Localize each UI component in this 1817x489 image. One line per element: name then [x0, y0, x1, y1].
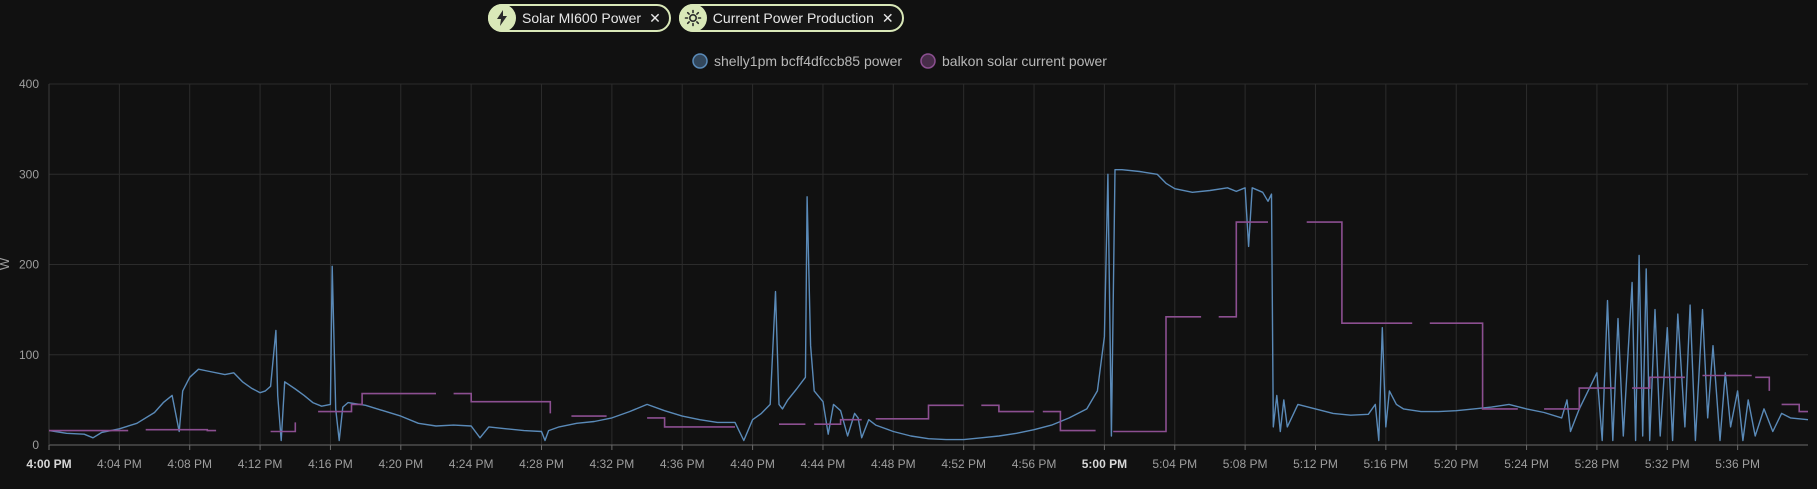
series-segment-balkon-solar — [1632, 376, 1685, 389]
series-segment-balkon-solar — [145, 428, 217, 432]
x-tick-label: 5:16 PM — [1363, 457, 1408, 471]
series-segment-balkon-solar — [647, 417, 735, 428]
series-line-shelly1pm — [48, 169, 1809, 442]
x-tick-label: 4:44 PM — [801, 457, 846, 471]
x-tick-label: 5:00 PM — [1082, 457, 1127, 471]
legend-swatch[interactable] — [920, 53, 936, 69]
x-tick-label: 4:36 PM — [660, 457, 705, 471]
x-tick-label: 4:52 PM — [941, 457, 986, 471]
y-axis-label: W — [0, 257, 12, 270]
x-tick-label: 4:00 PM — [26, 457, 71, 471]
filter-chip-label: Current Power Production — [712, 10, 874, 26]
series-segment-balkon-solar — [875, 404, 964, 420]
series-segment-balkon-solar — [270, 422, 297, 433]
x-tick-label: 5:08 PM — [1223, 457, 1268, 471]
x-tick-label: 4:40 PM — [730, 457, 775, 471]
entity-filter-bar: Solar MI600 Power ✕ Current Power Produc… — [488, 4, 904, 32]
filter-chip-label: Solar MI600 Power — [522, 10, 642, 26]
x-tick-label: 4:04 PM — [97, 457, 142, 471]
series-segment-balkon-solar — [814, 418, 862, 425]
filter-chip-current-power-production[interactable]: Current Power Production ✕ — [678, 4, 904, 32]
series-segment-balkon-solar — [1042, 410, 1096, 432]
filter-chip-solar-mi600[interactable]: Solar MI600 Power ✕ — [488, 4, 671, 32]
y-tick-label: 300 — [19, 167, 39, 181]
series-segment-balkon-solar — [1113, 316, 1202, 433]
x-tick-label: 4:48 PM — [871, 457, 916, 471]
y-tick-label: 0 — [32, 438, 39, 452]
sun-icon — [678, 4, 707, 32]
close-icon[interactable]: ✕ — [881, 9, 894, 26]
y-tick-label: 400 — [19, 77, 39, 91]
series-segment-balkon-solar — [981, 404, 1034, 413]
close-icon[interactable]: ✕ — [649, 9, 661, 26]
series-segment-balkon-solar — [1306, 221, 1413, 324]
series-segment-balkon-solar — [318, 392, 436, 413]
legend-label[interactable]: shelly1pm bcff4dfccb85 power — [714, 53, 902, 69]
x-tick-label: 4:12 PM — [238, 457, 283, 471]
x-tick-label: 4:24 PM — [449, 457, 494, 471]
x-tick-label: 4:20 PM — [378, 457, 423, 471]
series-segment-balkon-solar — [1544, 387, 1615, 410]
y-tick-label: 100 — [19, 348, 39, 362]
x-tick-label: 5:28 PM — [1575, 457, 1620, 471]
x-tick-label: 5:20 PM — [1434, 457, 1479, 471]
lightning-bolt-icon — [488, 4, 516, 32]
x-tick-label: 5:04 PM — [1152, 457, 1197, 471]
x-tick-label: 4:16 PM — [308, 457, 353, 471]
series-segment-balkon-solar — [453, 392, 552, 414]
x-tick-label: 4:28 PM — [519, 457, 564, 471]
series-segment-balkon-solar — [1429, 322, 1518, 410]
legend-label[interactable]: balkon solar current power — [942, 53, 1107, 69]
x-tick-label: 4:56 PM — [1012, 457, 1057, 471]
series-segment-balkon-solar — [1218, 221, 1268, 318]
x-tick-label: 4:08 PM — [167, 457, 212, 471]
x-tick-label: 5:36 PM — [1715, 457, 1760, 471]
x-tick-label: 5:24 PM — [1504, 457, 1549, 471]
y-tick-label: 200 — [19, 258, 39, 272]
legend-swatch[interactable] — [692, 53, 708, 69]
series-segment-balkon-solar — [1755, 376, 1771, 391]
x-tick-label: 4:32 PM — [590, 457, 635, 471]
series-segment-balkon-solar — [1781, 403, 1808, 413]
x-tick-label: 5:32 PM — [1645, 457, 1690, 471]
x-tick-label: 5:12 PM — [1293, 457, 1338, 471]
